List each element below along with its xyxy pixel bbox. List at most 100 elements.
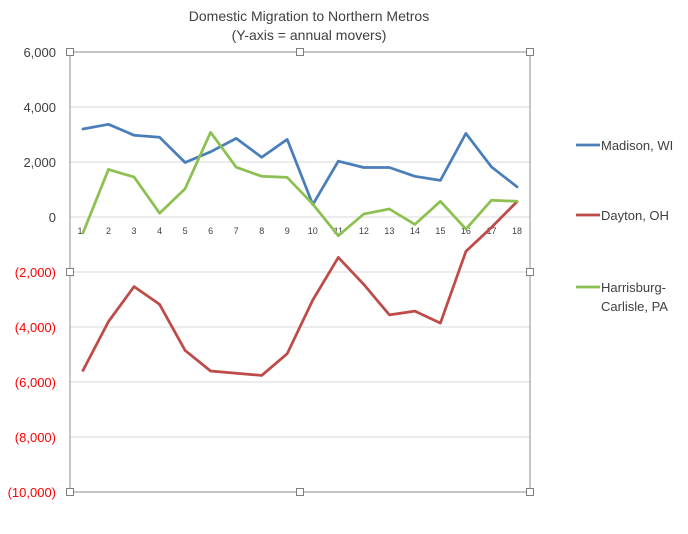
data-point — [464, 250, 468, 253]
data-point — [132, 175, 136, 179]
data-point — [362, 166, 365, 169]
y-axis-ticks: 6,000 4,000 2,000 0 (2,000) (4,000) (6,000) (8,… — [8, 45, 56, 500]
series-line-3 — [81, 130, 519, 238]
y-tick-label: 0 — [49, 210, 56, 225]
y-tick-label: (6,000) — [15, 375, 56, 390]
x-tick-label: 7 — [234, 226, 239, 236]
data-point — [132, 285, 136, 288]
data-point — [209, 369, 212, 373]
legend-label: Carlisle, PA — [601, 299, 668, 314]
y-tick-label: 6,000 — [23, 45, 56, 60]
y-tick-label: 4,000 — [23, 100, 56, 115]
data-point — [490, 226, 493, 229]
data-point — [439, 321, 442, 325]
x-tick-label: 9 — [285, 226, 290, 236]
legend-label: Dayton, OH — [601, 208, 669, 223]
legend-label: Harrisburg- — [601, 280, 666, 295]
x-tick-label: 2 — [106, 226, 111, 236]
chart-title: Domestic Migration to Northern Metros — [189, 8, 429, 24]
resize-handle[interactable] — [526, 268, 534, 276]
data-point — [81, 127, 85, 131]
resize-handle[interactable] — [66, 48, 74, 56]
data-point — [209, 150, 212, 153]
x-tick-label: 18 — [512, 226, 522, 236]
data-point — [183, 187, 187, 190]
data-point — [337, 160, 340, 163]
data-point — [260, 175, 263, 178]
x-tick-label: 13 — [384, 226, 394, 236]
x-tick-label: 1 — [77, 226, 82, 236]
data-point — [362, 283, 365, 286]
data-point — [107, 123, 110, 126]
series-lines — [81, 122, 519, 377]
chart-title-group: Domestic Migration to Northern Metros (Y… — [189, 8, 429, 43]
legend: Madison, WI Dayton, OH Harrisburg- Carlisle… — [576, 138, 673, 314]
data-point — [388, 313, 391, 317]
data-point — [81, 369, 85, 372]
data-point — [490, 199, 493, 202]
data-point — [388, 166, 391, 169]
data-point — [337, 234, 340, 237]
resize-handle[interactable] — [66, 268, 74, 276]
data-point — [286, 352, 289, 355]
data-point — [337, 256, 340, 259]
resize-handle[interactable] — [296, 48, 304, 56]
data-point — [362, 212, 365, 216]
data-point — [107, 320, 110, 323]
x-tick-label: 14 — [410, 226, 420, 236]
data-point — [413, 223, 417, 226]
data-point — [183, 349, 187, 352]
y-tick-label: 2,000 — [23, 155, 56, 170]
data-point — [260, 374, 263, 377]
data-point — [158, 212, 161, 215]
data-point — [235, 166, 238, 169]
data-point — [515, 200, 519, 203]
x-axis-ticks: 1 2 3 4 5 6 7 8 9 10 11 12 13 14 15 16 17 18 — [77, 226, 522, 236]
resize-handle[interactable] — [526, 488, 534, 496]
x-tick-label: 6 — [208, 226, 213, 236]
y-tick-label: (2,000) — [15, 265, 56, 280]
data-point — [183, 161, 187, 164]
resize-handle[interactable] — [526, 48, 534, 56]
x-tick-label: 17 — [486, 226, 496, 236]
data-point — [464, 132, 468, 135]
series-line-2 — [81, 200, 519, 377]
data-point — [413, 309, 417, 313]
data-point — [81, 231, 85, 235]
data-point — [286, 176, 289, 179]
data-point — [439, 179, 442, 182]
data-point — [490, 165, 493, 169]
x-tick-label: 11 — [334, 226, 343, 236]
x-tick-label: 5 — [183, 226, 188, 236]
x-tick-label: 10 — [308, 226, 318, 236]
y-tick-label: (10,000) — [8, 485, 56, 500]
series-line-1 — [81, 122, 519, 206]
chart-subtitle: (Y-axis = annual movers) — [232, 27, 387, 43]
resize-handle[interactable] — [296, 488, 304, 496]
x-tick-label: 12 — [359, 226, 369, 236]
selection-frame[interactable] — [66, 48, 534, 496]
data-point — [439, 200, 442, 203]
data-point — [388, 207, 391, 211]
x-tick-label: 4 — [157, 226, 162, 236]
x-tick-label: 16 — [461, 226, 471, 236]
data-point — [235, 372, 238, 375]
y-tick-label: (8,000) — [15, 430, 56, 445]
data-point — [235, 137, 238, 140]
data-point — [132, 134, 136, 137]
data-point — [158, 303, 161, 306]
data-point — [413, 175, 417, 178]
y-tick-label: (4,000) — [15, 320, 56, 335]
x-tick-label: 3 — [132, 226, 137, 236]
data-point — [311, 202, 314, 206]
data-point — [209, 131, 212, 134]
resize-handle[interactable] — [66, 488, 74, 496]
data-point — [107, 168, 110, 171]
data-point — [260, 156, 263, 159]
x-tick-label: 8 — [259, 226, 264, 236]
legend-label: Madison, WI — [601, 138, 673, 153]
x-tick-label: 15 — [435, 226, 445, 236]
gridlines — [70, 51, 530, 493]
